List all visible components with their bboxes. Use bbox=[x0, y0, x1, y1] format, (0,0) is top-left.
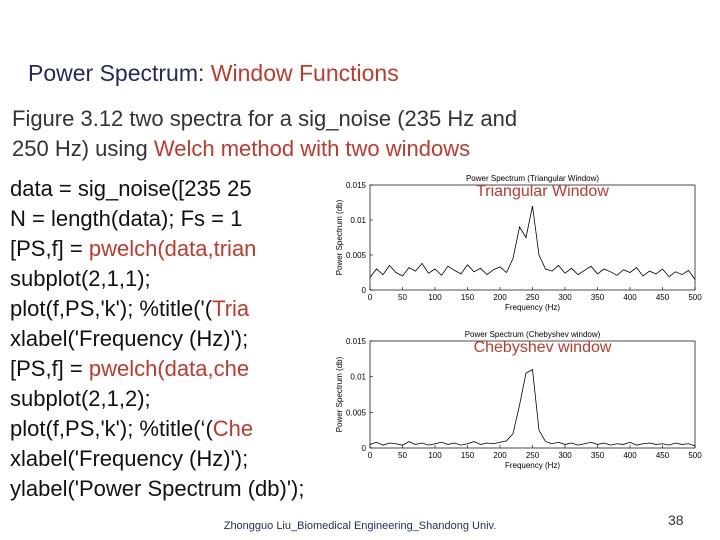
code-line: subplot(2,1,1); bbox=[10, 266, 151, 292]
x-tick-label: 500 bbox=[688, 293, 702, 302]
code-line: [PS,f] = pwelch(data,trian bbox=[10, 236, 256, 262]
plot-title: Power Spectrum (Triangular Window) bbox=[466, 174, 599, 183]
code-text: plot(f,PS,'k'); %title(‘( bbox=[10, 416, 213, 441]
subtitle-line: 250 Hz) using Welch method with two wind… bbox=[12, 136, 470, 162]
x-tick-label: 50 bbox=[398, 293, 407, 302]
x-tick-label: 350 bbox=[591, 451, 605, 460]
code-line: xlabel('Frequency (Hz)'); bbox=[10, 326, 248, 352]
axes-frame bbox=[369, 184, 696, 291]
code-text: subplot(2,1,2); bbox=[10, 386, 151, 411]
x-tick-label: 250 bbox=[526, 293, 540, 302]
x-axis-label: Frequency (Hz) bbox=[505, 303, 560, 312]
x-tick-label: 150 bbox=[461, 451, 475, 460]
figure: Power Spectrum (Triangular Window) Freque… bbox=[328, 163, 720, 473]
code-line: plot(f,PS,'k'); %title(‘(Che bbox=[10, 416, 253, 442]
y-tick-label: 0.015 bbox=[346, 181, 367, 190]
x-tick-label: 450 bbox=[656, 293, 670, 302]
annotation: Triangular Window bbox=[476, 183, 609, 200]
title-part: Power Spectrum: bbox=[28, 60, 205, 86]
spectrum-line bbox=[369, 368, 696, 447]
code-text: N = length(data); Fs = 1 bbox=[10, 206, 243, 231]
plot-title: Power Spectrum (Chebyshev window) bbox=[465, 330, 601, 339]
x-tick-label: 0 bbox=[368, 451, 373, 460]
title-part: Window Functions bbox=[204, 60, 399, 86]
code-text: xlabel('Frequency (Hz)'); bbox=[10, 446, 249, 471]
code-highlight: pwelch(data,che bbox=[88, 356, 250, 381]
code-text: plot(f,PS,'k'); %title('( bbox=[10, 296, 213, 321]
code-text: subplot(2,1,1); bbox=[10, 266, 151, 291]
footer: Zhongguo Liu_Biomedical Engineering_Shan… bbox=[223, 520, 497, 532]
code-text: [PS,f] = bbox=[10, 356, 89, 381]
code-line: subplot(2,1,2); bbox=[10, 386, 151, 412]
x-tick-label: 400 bbox=[623, 451, 637, 460]
x-tick-label: 200 bbox=[493, 451, 507, 460]
axes-frame bbox=[369, 340, 696, 449]
y-tick-label: 0.005 bbox=[346, 251, 367, 260]
slide-title: Power Spectrum: Window Functions bbox=[28, 60, 399, 87]
code-line: plot(f,PS,'k'); %title('(Tria bbox=[10, 296, 249, 322]
spectrum-line bbox=[369, 205, 696, 280]
code-highlight: Tria bbox=[212, 296, 250, 321]
x-tick-label: 500 bbox=[688, 451, 702, 460]
code-line: ylabel('Power Spectrum (db)'); bbox=[10, 476, 305, 502]
x-tick-label: 350 bbox=[591, 293, 605, 302]
y-axis-label: Power Spectrum (db) bbox=[335, 199, 344, 275]
code-text: ylabel('Power Spectrum (db)'); bbox=[10, 476, 305, 501]
x-axis-label: Frequency (Hz) bbox=[505, 461, 560, 470]
x-tick-label: 100 bbox=[428, 451, 442, 460]
y-tick-label: 0 bbox=[362, 444, 367, 453]
annotation: Chebyshev window bbox=[474, 339, 612, 356]
code-line: [PS,f] = pwelch(data,che bbox=[10, 356, 249, 382]
x-tick-label: 400 bbox=[623, 293, 637, 302]
y-tick-label: 0.005 bbox=[346, 408, 367, 417]
x-tick-label: 150 bbox=[461, 293, 475, 302]
code-text: data = sig_noise([235 25 bbox=[10, 176, 252, 201]
code-highlight: Che bbox=[212, 416, 254, 441]
code-line: data = sig_noise([235 25 bbox=[10, 176, 252, 202]
x-tick-label: 300 bbox=[558, 293, 572, 302]
subtitle-text: Figure 3.12 two spectra for a sig_noise … bbox=[12, 106, 518, 131]
subtitle-highlight: Welch method with two windows bbox=[153, 136, 471, 161]
page-number: 38 bbox=[668, 512, 684, 528]
y-axis-label: Power Spectrum (db) bbox=[335, 356, 344, 432]
y-tick-label: 0.015 bbox=[346, 337, 367, 346]
code-line: N = length(data); Fs = 1 bbox=[10, 206, 242, 232]
y-tick-label: 0.01 bbox=[350, 373, 366, 382]
x-tick-label: 0 bbox=[368, 293, 373, 302]
code-line: xlabel('Frequency (Hz)'); bbox=[10, 446, 248, 472]
subtitle-text: 250 Hz) using bbox=[12, 136, 154, 161]
y-tick-label: 0.01 bbox=[350, 216, 366, 225]
x-tick-label: 450 bbox=[656, 451, 670, 460]
x-tick-label: 200 bbox=[493, 293, 507, 302]
code-text: xlabel('Frequency (Hz)'); bbox=[10, 326, 249, 351]
y-tick-label: 0 bbox=[362, 286, 367, 295]
x-tick-label: 300 bbox=[558, 451, 572, 460]
subtitle-line: Figure 3.12 two spectra for a sig_noise … bbox=[12, 106, 517, 132]
code-highlight: pwelch(data,trian bbox=[88, 236, 257, 261]
x-tick-label: 250 bbox=[526, 451, 540, 460]
code-text: [PS,f] = bbox=[10, 236, 89, 261]
x-tick-label: 50 bbox=[398, 451, 407, 460]
x-tick-label: 100 bbox=[428, 293, 442, 302]
